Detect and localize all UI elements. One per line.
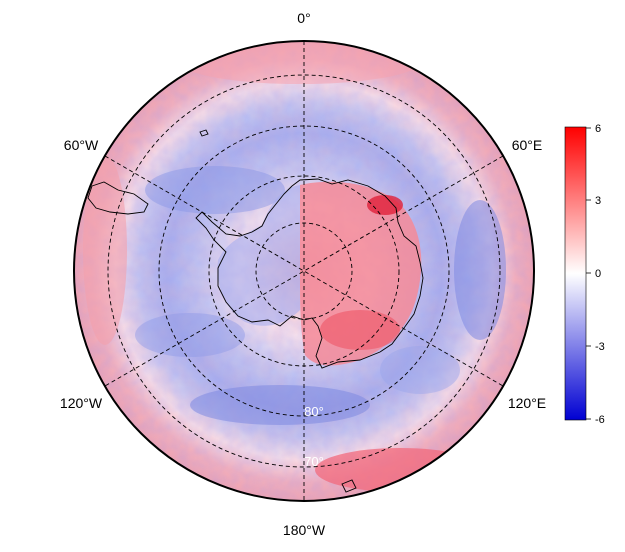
colorbar-gradient [564,126,587,421]
lon-label-60e: 60°E [512,137,543,153]
lat-label-80: 80° [304,404,324,419]
graticule [104,41,504,501]
colorbar-tick-neg3: -3 [595,341,605,353]
lon-label-60w: 60°W [64,137,99,153]
colorbar-tick-3: 3 [595,195,601,207]
lon-label-120e: 120°E [508,395,546,411]
anomaly-field [74,41,534,501]
coastlines [87,129,424,493]
map-boundary [73,40,535,502]
lon-label-180w: 180°W [283,522,326,538]
colorbar-tick-0: 0 [595,268,601,280]
lon-label-120w: 120°W [60,395,103,411]
colorbar-tick-neg6: -6 [595,414,605,426]
lon-label-0: 0° [297,10,310,26]
lat-label-70: 70° [304,454,324,469]
colorbar-tick-6: 6 [595,123,601,135]
colorbar: 6 3 0 -3 -6 [564,123,605,426]
